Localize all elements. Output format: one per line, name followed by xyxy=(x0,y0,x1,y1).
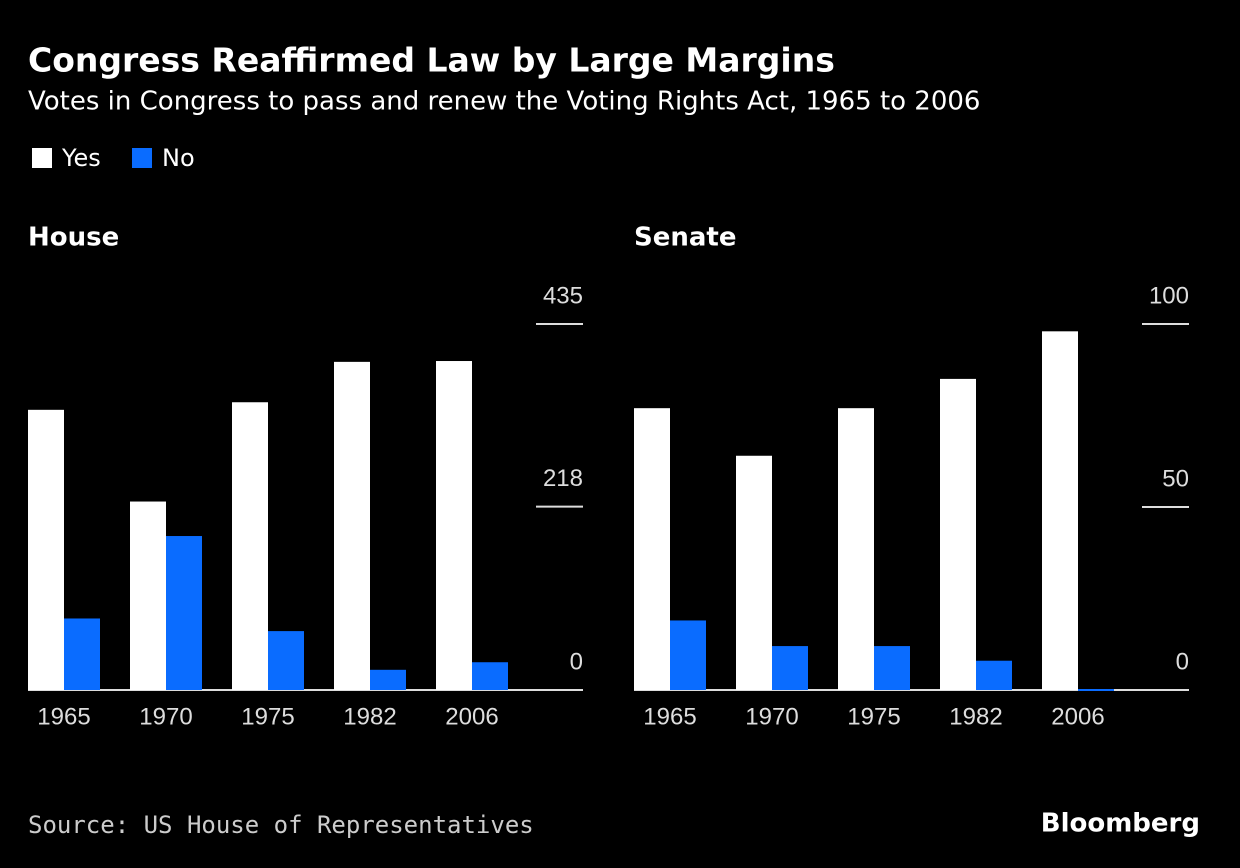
x-tick-label: 1982 xyxy=(949,703,1002,730)
brand: Bloomberg xyxy=(1041,809,1200,839)
y-tick-label: 100 xyxy=(1149,282,1189,309)
bar xyxy=(232,402,268,690)
bar xyxy=(334,361,370,690)
bar xyxy=(64,618,100,690)
panel-title: House xyxy=(28,223,119,253)
bar xyxy=(772,646,808,690)
bar xyxy=(838,408,874,690)
legend-label: No xyxy=(162,144,195,172)
legend-label: Yes xyxy=(61,144,101,172)
x-tick-label: 1970 xyxy=(139,703,192,730)
x-tick-label: 1965 xyxy=(37,703,90,730)
y-tick-label: 50 xyxy=(1162,465,1189,492)
bar xyxy=(472,662,508,690)
bar xyxy=(874,646,910,690)
x-tick-label: 2006 xyxy=(1051,703,1104,730)
bar xyxy=(736,455,772,690)
x-tick-label: 1982 xyxy=(343,703,396,730)
panel-title: Senate xyxy=(634,223,736,253)
y-tick-label: 435 xyxy=(543,282,583,309)
x-tick-label: 1965 xyxy=(643,703,696,730)
y-tick-label: 0 xyxy=(1176,648,1189,675)
bar xyxy=(166,536,202,690)
bar xyxy=(1078,689,1114,691)
bar xyxy=(1042,331,1078,690)
bar xyxy=(670,620,706,690)
x-tick-label: 1975 xyxy=(241,703,294,730)
x-tick-label: 2006 xyxy=(445,703,498,730)
bar xyxy=(370,669,406,690)
chart-title: Congress Reaffirmed Law by Large Margins xyxy=(28,41,835,80)
x-tick-label: 1975 xyxy=(847,703,900,730)
bar xyxy=(268,631,304,690)
y-tick-label: 0 xyxy=(570,648,583,675)
x-tick-label: 1970 xyxy=(745,703,798,730)
bar xyxy=(976,660,1012,690)
chart-subtitle: Votes in Congress to pass and renew the … xyxy=(28,87,980,117)
bar xyxy=(634,408,670,690)
bar xyxy=(28,409,64,690)
bar xyxy=(436,361,472,690)
y-tick-label: 218 xyxy=(543,465,583,492)
legend-swatch xyxy=(32,148,52,168)
bar xyxy=(130,501,166,690)
source: Source: US House of Representatives xyxy=(28,811,534,839)
legend-swatch xyxy=(132,148,152,168)
bar xyxy=(940,378,976,690)
